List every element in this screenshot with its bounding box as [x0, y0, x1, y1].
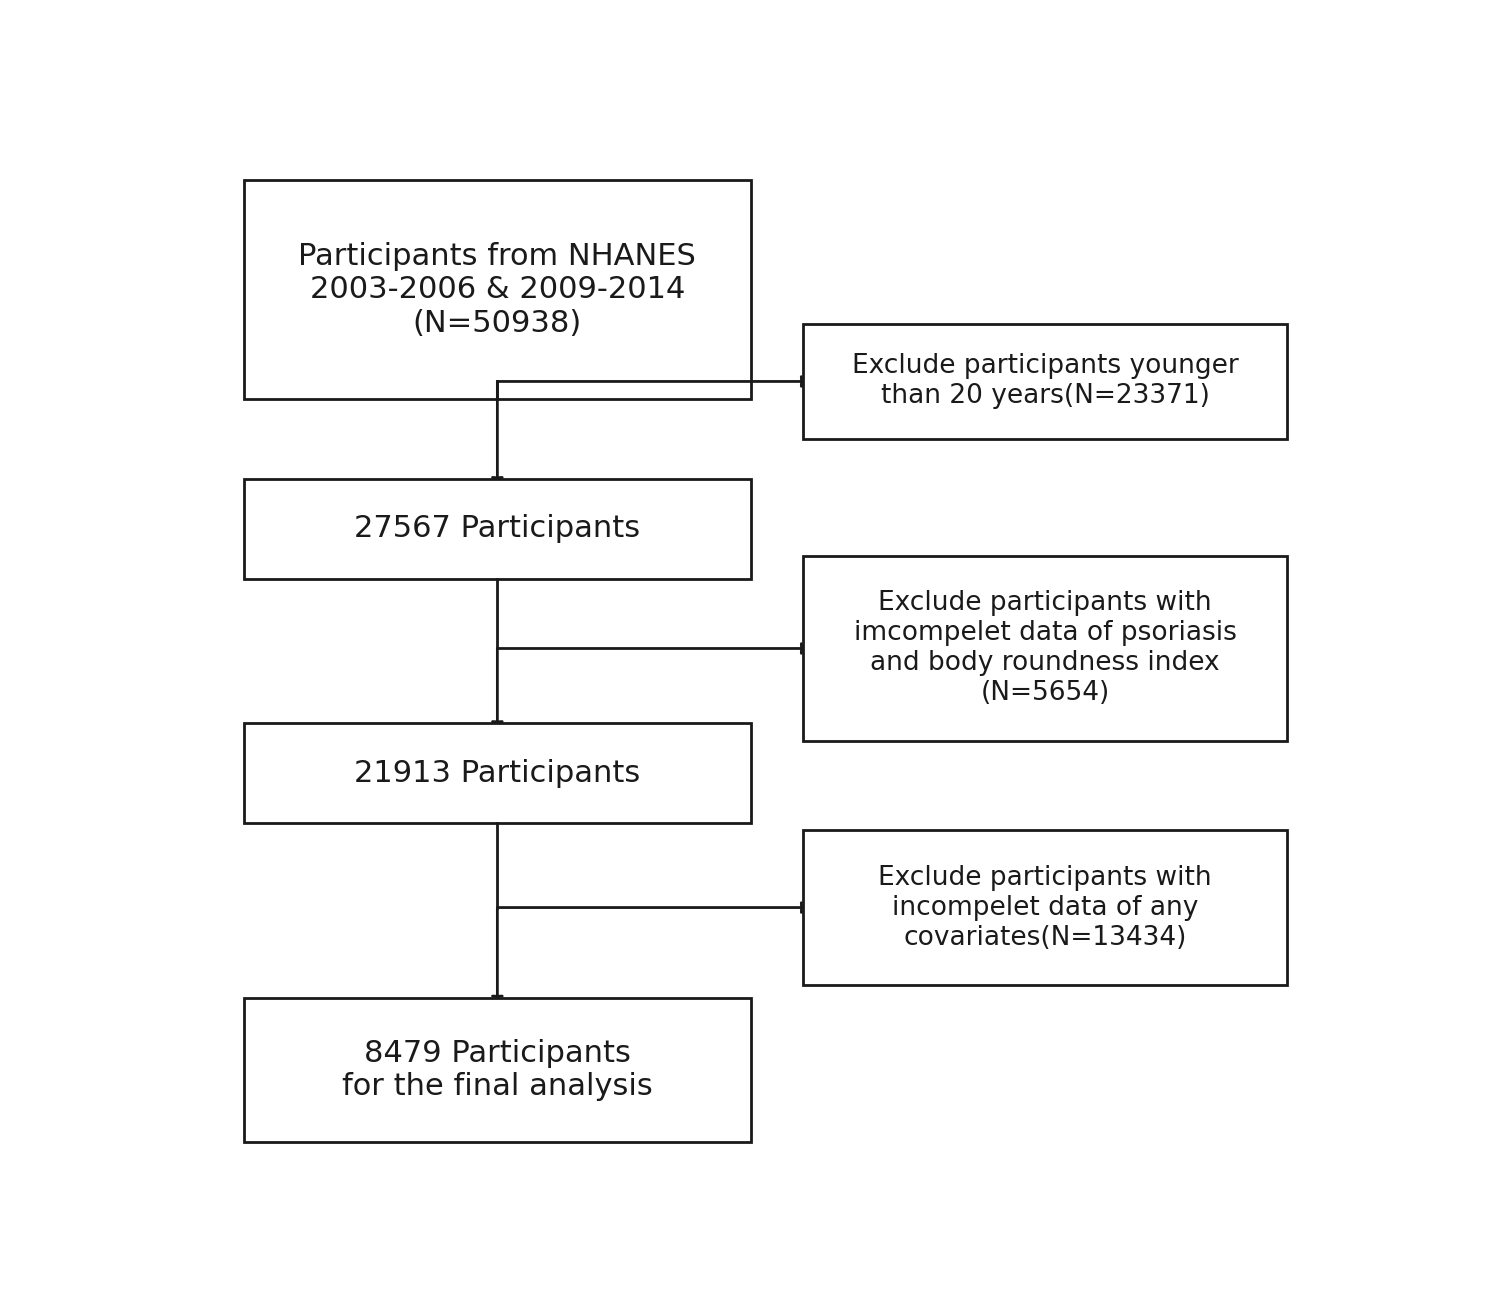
Text: 21913 Participants: 21913 Participants	[354, 758, 640, 788]
Bar	[804, 556, 1287, 740]
Bar	[804, 325, 1287, 439]
Bar	[244, 479, 751, 578]
Text: 8479 Participants
for the final analysis: 8479 Participants for the final analysis	[342, 1039, 653, 1101]
Text: 27567 Participants: 27567 Participants	[354, 515, 640, 543]
Text: Exclude participants with
imcompelet data of psoriasis
and body roundness index
: Exclude participants with imcompelet dat…	[854, 590, 1237, 707]
Bar	[804, 831, 1287, 985]
Text: Exclude participants with
incompelet data of any
covariates(N=13434): Exclude participants with incompelet dat…	[878, 864, 1211, 951]
Text: Exclude participants younger
than 20 years(N=23371): Exclude participants younger than 20 yea…	[851, 353, 1238, 409]
Bar	[244, 998, 751, 1143]
Bar	[244, 180, 751, 400]
Bar	[244, 723, 751, 823]
Text: Participants from NHANES
2003-2006 & 2009-2014
(N=50938): Participants from NHANES 2003-2006 & 200…	[299, 242, 696, 338]
